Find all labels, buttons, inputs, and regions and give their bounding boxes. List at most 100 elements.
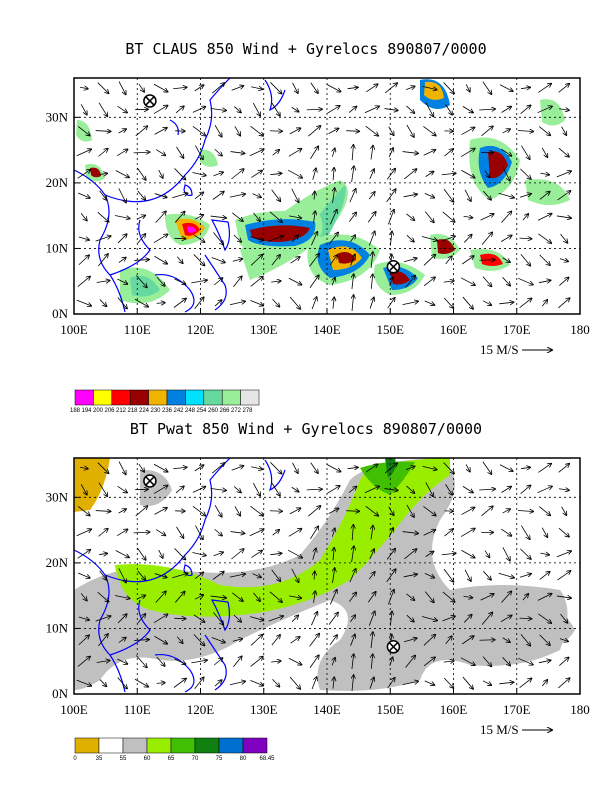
colorbar-label: 65 [168, 756, 175, 762]
wind-vector [230, 532, 245, 534]
wind-vector [559, 259, 568, 262]
wind-vector [502, 657, 511, 665]
wind-vector [156, 303, 165, 304]
wind-vector [99, 173, 107, 174]
wind-vector [272, 298, 279, 307]
wind-vector [460, 657, 475, 665]
wind-vector [134, 260, 149, 261]
wind-vector [498, 572, 514, 577]
wind-vector [499, 464, 513, 472]
wind-vector [347, 87, 358, 88]
panel-2-frame [73, 457, 581, 695]
wind-vector [269, 511, 282, 512]
wind-vector [311, 232, 317, 246]
wind-vector [154, 193, 167, 198]
wind-vector [314, 591, 316, 603]
wind-vector [352, 675, 354, 691]
wind-vector [388, 148, 393, 158]
wind-vector [115, 550, 129, 558]
wind-vector [78, 255, 89, 266]
wind-vector [98, 482, 107, 497]
wind-vector [232, 592, 243, 601]
wind-vector [118, 257, 126, 263]
wind-vector [249, 616, 263, 621]
y-tick-label: 30N [46, 109, 69, 124]
colorbar-swatch [148, 389, 168, 406]
colorbar-swatch [194, 737, 220, 754]
colorbar-swatch [122, 737, 148, 754]
panel-1-wind-vectors [76, 81, 571, 311]
wind-vector [541, 527, 547, 538]
storm-location-marker [386, 640, 401, 654]
wind-vector [117, 658, 127, 664]
wind-vector [558, 678, 569, 689]
wind-vector [482, 81, 492, 94]
wind-vector [270, 462, 281, 473]
wind-vector [558, 109, 569, 111]
colorbar-swatch [74, 737, 100, 754]
wind-vector [350, 235, 355, 243]
wind-vector [173, 299, 186, 308]
wind-vector [96, 281, 110, 283]
wind-vector [214, 505, 222, 517]
colorbar-swatch [93, 389, 113, 406]
wind-vector [480, 594, 494, 601]
wind-vector [519, 238, 532, 239]
wind-vector [348, 106, 356, 113]
wind-vector [445, 636, 452, 645]
colorbar-swatch [129, 389, 149, 406]
wind-vector [482, 656, 491, 667]
wind-vector [292, 462, 298, 473]
wind-vector [557, 191, 571, 201]
wind-vector [387, 210, 394, 225]
wind-vector [154, 508, 167, 515]
wind-vector [231, 549, 243, 560]
wind-vector [499, 84, 513, 92]
y-tick-label: 0N [52, 306, 69, 321]
wind-vector [138, 463, 144, 472]
wind-vector [464, 189, 471, 201]
wind-vector [269, 591, 282, 602]
wind-vector [194, 85, 204, 92]
wind-vector [213, 552, 224, 557]
wind-vector [232, 212, 243, 221]
wind-vector [251, 87, 262, 89]
wind-vector [482, 300, 491, 305]
wind-vector [423, 530, 436, 536]
wind-vector [252, 482, 260, 496]
wind-vector [519, 618, 532, 619]
wind-vector [234, 506, 240, 515]
wind-vector [158, 549, 163, 558]
wind-vector [118, 637, 126, 643]
wind-vector [135, 506, 148, 517]
wind-vector [327, 486, 339, 494]
wind-vector [229, 681, 245, 686]
wind-vector [158, 169, 163, 178]
wind-vector [500, 235, 512, 242]
wind-vector [174, 592, 184, 603]
wind-vector [195, 145, 203, 160]
wind-vector [210, 216, 227, 218]
wind-vector [390, 657, 393, 666]
wind-vector [76, 529, 92, 537]
panel-2-storm-markers [143, 474, 401, 654]
wind-vector [517, 130, 533, 131]
wind-vector [289, 676, 300, 689]
wind-vector [462, 486, 473, 492]
wind-vector [364, 106, 379, 114]
x-tick-label: 140E [313, 702, 341, 717]
wind-vector [117, 278, 127, 284]
colorbar-label: 60 [144, 756, 151, 762]
wind-vector [153, 463, 168, 472]
wind-vector [271, 482, 280, 496]
wind-vector [78, 635, 89, 646]
wind-vector [310, 462, 318, 474]
wind-vector [309, 254, 320, 267]
y-tick-label: 30N [46, 489, 69, 504]
wind-vector [538, 660, 551, 662]
wind-vector [421, 236, 437, 240]
colorbar-label: 224 [139, 408, 150, 414]
wind-vector [384, 463, 397, 474]
y-tick-label: 20N [46, 555, 69, 570]
wind-vector [423, 150, 436, 156]
